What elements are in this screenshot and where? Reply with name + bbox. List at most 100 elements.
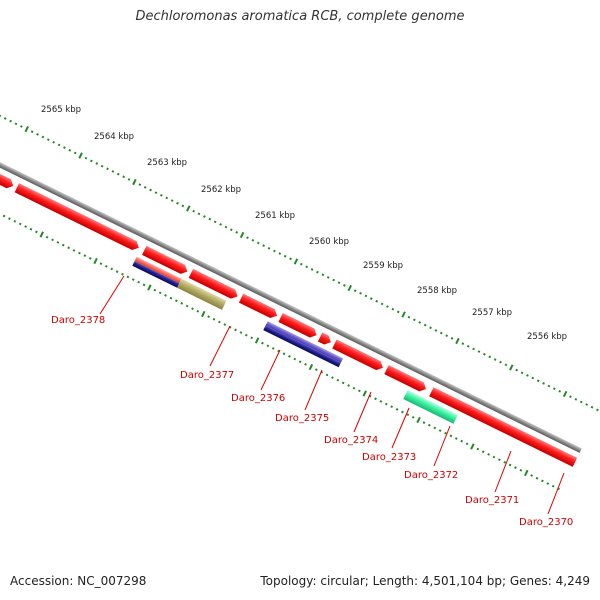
minor-tick [46, 138, 50, 142]
minor-tick [569, 395, 572, 398]
minor-tick [30, 130, 34, 134]
minor-tick [24, 225, 27, 228]
minor-tick [121, 272, 124, 276]
minor-tick [514, 466, 517, 469]
major-tick [308, 363, 314, 371]
minor-tick [131, 278, 135, 281]
minor-tick [574, 397, 578, 401]
minor-tick [149, 188, 152, 192]
minor-tick [401, 410, 404, 414]
minor-tick [137, 280, 140, 284]
minor-tick [219, 223, 222, 226]
minor-tick [160, 193, 163, 197]
minor-tick [239, 331, 243, 334]
minor-tick [203, 215, 206, 218]
gene-label: Daro_2372 [404, 470, 458, 481]
minor-tick [235, 231, 239, 234]
topology-text: Topology: circular; Length: 4,501,104 bp… [260, 574, 590, 588]
minor-tick [51, 238, 54, 242]
minor-tick [20, 125, 23, 128]
minor-tick [304, 362, 307, 366]
minor-tick [111, 170, 115, 173]
minor-tick [407, 315, 411, 319]
minor-tick [411, 415, 415, 419]
minor-tick [126, 275, 130, 279]
minor-tick [88, 257, 92, 260]
minor-tick [585, 403, 588, 406]
gene-arrow [0, 122, 14, 189]
minor-tick [579, 400, 583, 404]
minor-tick [395, 408, 399, 411]
minor-tick [2, 214, 6, 218]
gene-arrow [142, 245, 188, 274]
gene-arrow [188, 268, 238, 299]
leader-line [353, 391, 372, 433]
minor-tick [56, 241, 60, 244]
minor-tick [449, 434, 453, 438]
minor-tick [359, 291, 362, 295]
gene-leader-lines [99, 275, 565, 515]
minor-tick [293, 357, 297, 361]
minor-tick [380, 302, 384, 306]
minor-tick [192, 209, 195, 213]
minor-tick [396, 310, 400, 314]
gene-label: Daro_2377 [180, 370, 234, 381]
minor-tick [331, 376, 334, 379]
accession-text: Accession: NC_007298 [10, 574, 147, 588]
major-tick [93, 257, 98, 265]
minor-tick [498, 458, 501, 462]
major-tick [562, 390, 568, 398]
leader-line [494, 450, 512, 493]
minor-tick [169, 296, 173, 300]
minor-tick [196, 310, 200, 313]
minor-tick [78, 251, 81, 255]
ruler-label: 2559 kbp [363, 261, 403, 271]
minor-tick [0, 114, 2, 118]
minor-tick [207, 315, 210, 318]
minor-tick [433, 426, 437, 430]
major-tick [362, 390, 367, 397]
minor-tick [153, 288, 157, 292]
minor-tick [84, 156, 88, 160]
gene-arrow [14, 183, 139, 251]
minor-tick [180, 302, 184, 305]
minor-tick [100, 164, 104, 168]
ruler-label: 2560 kbp [309, 237, 349, 247]
minor-tick [541, 479, 544, 483]
ruler-label: 2562 kbp [201, 185, 241, 195]
leader-line [304, 369, 323, 411]
minor-tick [341, 381, 345, 385]
minor-tick [305, 265, 309, 269]
minor-tick [52, 140, 56, 144]
gene-arrow [238, 293, 278, 319]
minor-tick [278, 252, 282, 255]
map-title: Dechloromonas aromatica RCB, complete ge… [135, 9, 465, 24]
minor-tick [250, 336, 254, 340]
minor-tick [35, 230, 38, 234]
minor-tick [439, 331, 443, 335]
minor-tick [185, 304, 189, 308]
minor-tick [72, 249, 76, 252]
minor-tick [483, 352, 486, 356]
major-tick [147, 284, 152, 291]
minor-tick [391, 307, 395, 311]
leader-line [391, 407, 410, 449]
minor-tick [174, 299, 178, 303]
minor-tick [234, 328, 237, 332]
minor-tick [477, 350, 481, 353]
minor-tick [197, 212, 201, 216]
minor-tick [170, 199, 174, 202]
ruler-label: 2558 kbp [417, 286, 457, 296]
feature-bar-salmon [134, 256, 182, 284]
ruler-label: 2565 kbp [41, 105, 81, 115]
minor-tick [266, 344, 270, 348]
minor-tick [546, 482, 550, 485]
minor-tick [487, 453, 490, 456]
ruler-label: 2556 kbp [527, 332, 567, 342]
minor-tick [224, 225, 228, 229]
major-tick [132, 178, 137, 186]
gene-label: Daro_2374 [324, 435, 378, 446]
ruler-label: 2557 kbp [472, 308, 512, 318]
minor-tick [67, 246, 71, 250]
minor-tick [289, 257, 292, 261]
